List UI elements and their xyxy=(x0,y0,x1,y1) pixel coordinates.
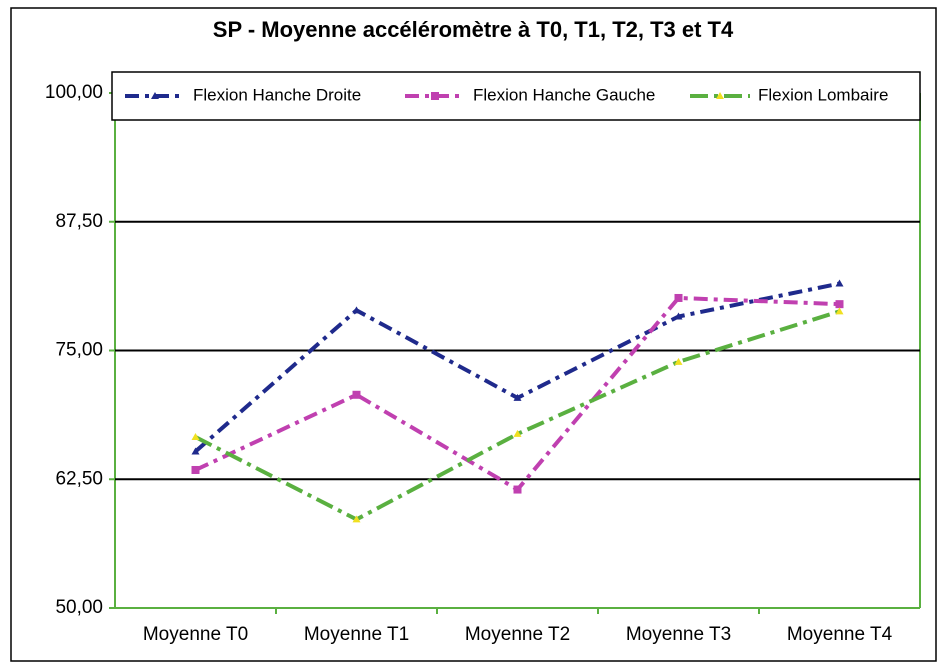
legend-label: Flexion Lombaire xyxy=(758,85,888,104)
y-tick-label: 75,00 xyxy=(55,340,103,361)
point-marker xyxy=(674,357,683,365)
point-marker xyxy=(191,465,200,474)
series-line xyxy=(194,309,841,522)
y-tick-label: 62,50 xyxy=(55,468,103,489)
x-tick-label: Moyenne T3 xyxy=(626,624,731,645)
chart-title: SP - Moyenne accéléromètre à T0, T1, T2,… xyxy=(213,17,734,42)
x-tick-label: Moyenne T1 xyxy=(304,624,409,645)
point-marker xyxy=(835,307,844,315)
x-tick-label: Moyenne T2 xyxy=(465,624,570,645)
point-marker xyxy=(835,300,844,309)
y-tick-label: 100,00 xyxy=(45,82,103,103)
point-marker xyxy=(674,293,683,302)
point-marker xyxy=(352,306,361,314)
point-marker xyxy=(513,393,522,401)
legend-label: Flexion Hanche Gauche xyxy=(473,85,655,104)
y-tick-label: 87,50 xyxy=(55,211,103,232)
point-marker xyxy=(191,447,200,455)
point-marker xyxy=(674,312,683,320)
point-marker xyxy=(352,390,361,399)
point-marker xyxy=(513,429,522,437)
y-tick-label: 50,00 xyxy=(55,597,103,618)
x-tick-label: Moyenne T4 xyxy=(787,624,893,645)
point-marker xyxy=(513,485,522,494)
point-marker xyxy=(431,92,439,100)
point-marker xyxy=(716,92,724,99)
point-marker xyxy=(191,433,200,441)
point-marker xyxy=(151,92,159,99)
legend-label: Flexion Hanche Droite xyxy=(193,85,361,104)
legend-box xyxy=(111,71,921,121)
x-tick-label: Moyenne T0 xyxy=(143,624,248,645)
point-marker xyxy=(352,515,361,523)
point-marker xyxy=(835,279,844,287)
